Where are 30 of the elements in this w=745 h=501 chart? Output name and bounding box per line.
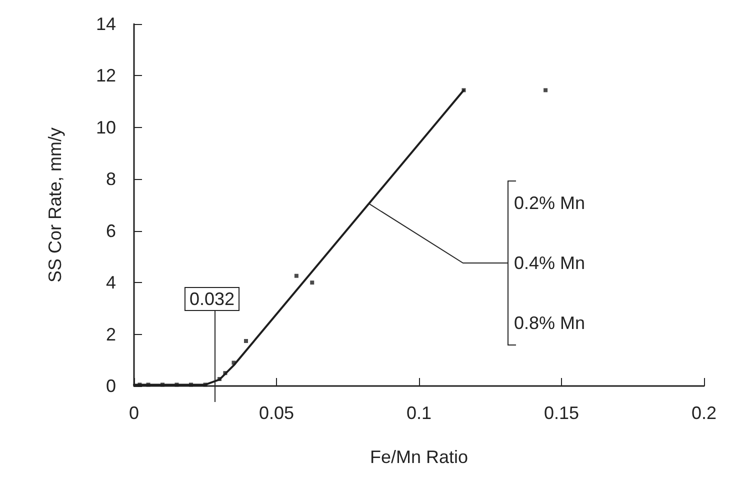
y-axis-title: SS Cor Rate, mm/y <box>45 127 65 283</box>
annotation: 0.4% Mn <box>514 253 586 273</box>
point <box>223 371 228 376</box>
x-tick-label: 0.15 <box>544 403 580 423</box>
point <box>174 382 179 387</box>
point <box>146 382 150 387</box>
point <box>232 360 236 365</box>
y-tick-label: 2 <box>106 324 116 344</box>
point <box>310 280 314 285</box>
x-tick-label: 0.05 <box>258 403 294 423</box>
x-tick-label: 0.1 <box>406 403 432 423</box>
y-tick-label: 8 <box>106 169 116 190</box>
y-tick-label: 14 <box>96 14 116 34</box>
x-tick-label: 0 <box>128 403 140 423</box>
annotation: 0.2% Mn <box>514 193 586 213</box>
annotation: 0.032 <box>189 289 235 309</box>
x-axis-title: Fe/Mn Ratio <box>370 447 468 467</box>
point <box>462 88 466 92</box>
y-tick-label: 4 <box>106 272 116 293</box>
x-tick-label: 0.2 <box>691 403 717 423</box>
point <box>218 377 222 382</box>
point <box>544 88 548 92</box>
y-tick-label: 10 <box>96 117 116 138</box>
y-tick-label: 12 <box>96 66 116 86</box>
y-tick-label: 0 <box>106 376 116 396</box>
point <box>294 274 298 278</box>
y-tick-label: 6 <box>106 220 116 241</box>
annotation: 0.8% Mn <box>514 313 586 333</box>
point <box>203 382 208 387</box>
point <box>244 339 248 344</box>
